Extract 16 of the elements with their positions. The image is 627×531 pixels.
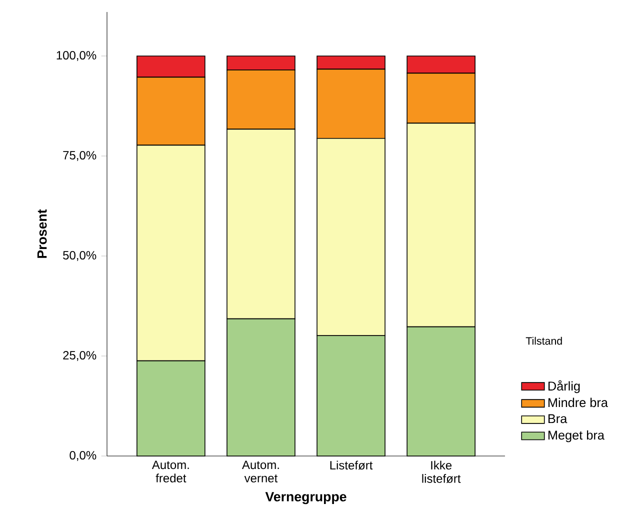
y-axis-title: Prosent — [37, 209, 47, 258]
x-tick-label: Autom. vernet — [242, 460, 279, 482]
legend-title: Tilstand — [526, 336, 562, 345]
legend-label: Meget bra — [548, 430, 604, 442]
y-tick-label: 0,0% — [70, 451, 96, 461]
x-tick-label: Listeført — [330, 460, 373, 470]
y-tick-label: 100,0% — [56, 51, 96, 61]
y-tick-label: 25,0% — [63, 351, 96, 361]
x-tick-label: Autom. fredet — [152, 460, 189, 482]
x-tick-label: Ikke listeført — [422, 460, 461, 483]
y-tick-label: 75,0% — [63, 151, 96, 161]
legend-label: Dårlig — [548, 380, 580, 394]
y-tick-label: 50,0% — [63, 251, 96, 261]
legend-label: Bra — [548, 414, 568, 424]
legend-label: Mindre bra — [548, 398, 608, 408]
x-axis-title: Vernegruppe — [265, 492, 346, 504]
